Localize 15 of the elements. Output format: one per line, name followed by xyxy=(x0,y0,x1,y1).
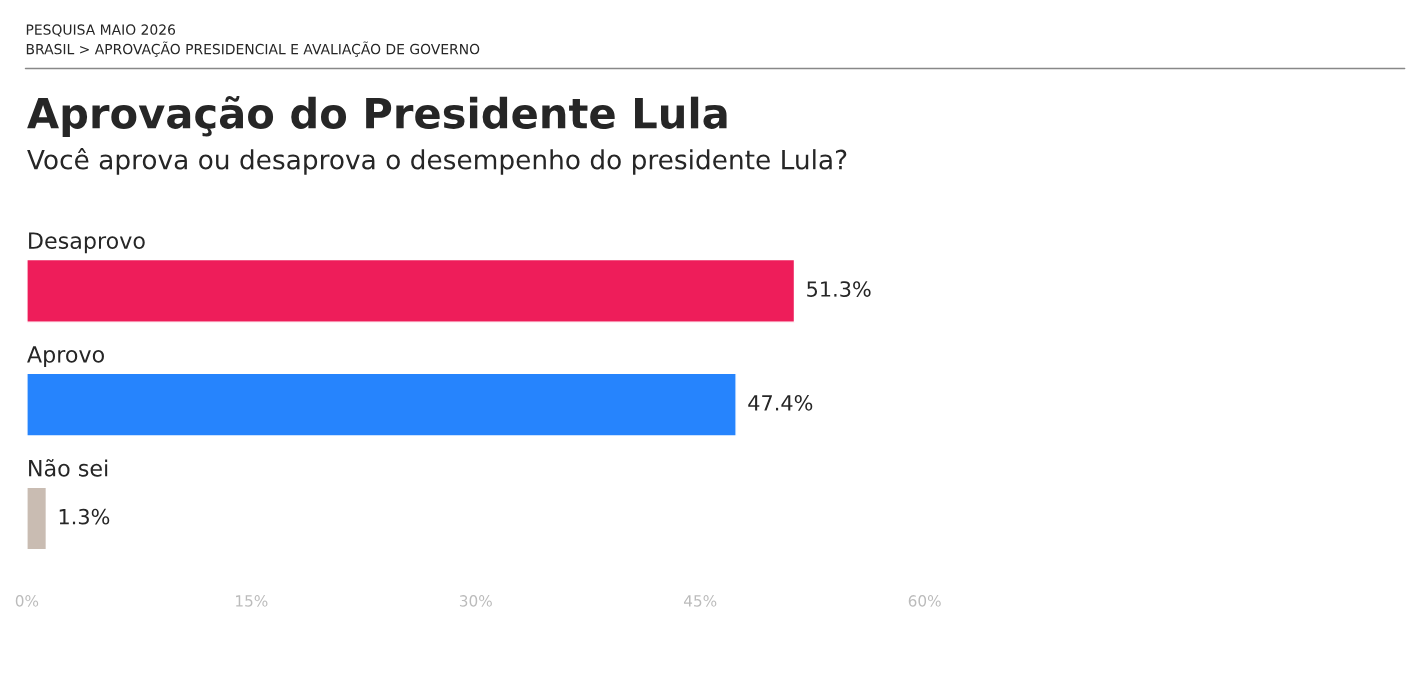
chart-title: Aprovação do Presidente Lula xyxy=(27,95,727,137)
data-label: 1.3% xyxy=(59,508,110,525)
x-tick-label: 60% xyxy=(908,595,941,607)
data-label: 47.4% xyxy=(748,394,813,411)
x-tick-label: 0% xyxy=(15,595,39,607)
data-label: 51.3% xyxy=(807,281,871,297)
text: PESQUISA MAIO 2026 xyxy=(26,24,176,37)
y-tick-label: Aprovo xyxy=(27,346,104,368)
x-tick-label: 45% xyxy=(683,595,717,607)
text: BRASIL > APROVAÇÃO PRESIDENCIAL E AVALIAÇÃO DE GOVERNO xyxy=(26,41,480,57)
x-tick-label: 15% xyxy=(236,595,268,607)
chart-subtitle: Você aprova ou desaprova o desempenho do presidente Lula? xyxy=(27,148,847,175)
y-tick-label: Não sei xyxy=(29,459,108,477)
y-tick-label: Desaprovo xyxy=(29,232,145,254)
x-tick-label: 30% xyxy=(459,595,492,607)
